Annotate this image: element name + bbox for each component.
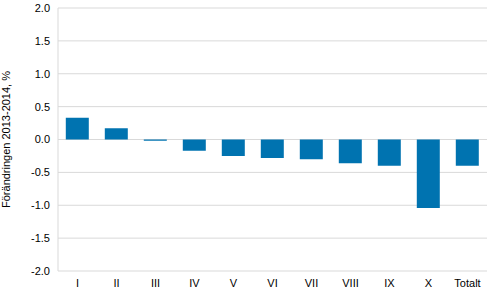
svg-text:X: X bbox=[425, 277, 433, 289]
svg-text:-1.0: -1.0 bbox=[31, 199, 50, 211]
svg-text:-0.5: -0.5 bbox=[31, 166, 50, 178]
svg-text:2.0: 2.0 bbox=[35, 2, 50, 14]
svg-text:Totalt: Totalt bbox=[454, 277, 480, 289]
svg-text:IX: IX bbox=[384, 277, 395, 289]
svg-text:Förändringen 2013-2014, %: Förändringen 2013-2014, % bbox=[8, 71, 12, 208]
svg-text:II: II bbox=[113, 277, 119, 289]
svg-text:I: I bbox=[76, 277, 79, 289]
svg-text:V: V bbox=[230, 277, 238, 289]
svg-text:VIII: VIII bbox=[342, 277, 359, 289]
svg-text:1.5: 1.5 bbox=[35, 35, 50, 47]
svg-text:VI: VI bbox=[267, 277, 277, 289]
svg-text:VII: VII bbox=[305, 277, 318, 289]
svg-text:0.0: 0.0 bbox=[35, 133, 50, 145]
svg-text:-2.0: -2.0 bbox=[31, 265, 50, 277]
svg-text:1.0: 1.0 bbox=[35, 68, 50, 80]
svg-text:III: III bbox=[151, 277, 160, 289]
svg-text:IV: IV bbox=[189, 277, 200, 289]
svg-text:0.5: 0.5 bbox=[35, 101, 50, 113]
svg-text:-1.5: -1.5 bbox=[31, 232, 50, 244]
